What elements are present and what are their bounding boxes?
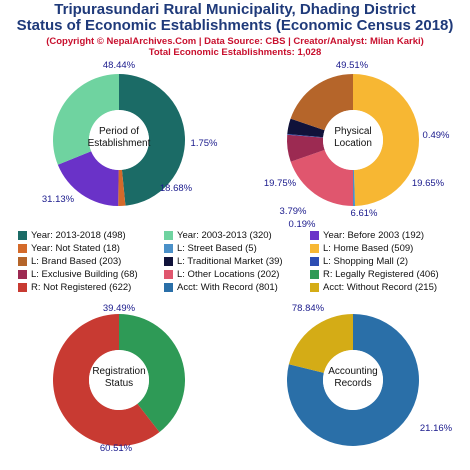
legend-swatch: [310, 257, 319, 266]
legend-label: L: Home Based (509): [323, 243, 414, 254]
legend-swatch: [18, 283, 27, 292]
donut-hole: [323, 350, 383, 410]
legend-label: Acct: Without Record (215): [323, 282, 438, 293]
legend-swatch: [18, 257, 27, 266]
donut-center-label: Physical: [334, 126, 371, 137]
donut-hole: [323, 110, 383, 170]
legend-label: L: Exclusive Building (68): [31, 269, 138, 280]
donut-center-label: Status: [105, 378, 133, 389]
legend-label: L: Shopping Mall (2): [323, 256, 409, 267]
donut-slice: [53, 74, 119, 165]
slice-percent-label: 48.44%: [103, 60, 136, 71]
slice-percent-label: 3.79%: [280, 206, 307, 217]
slice-percent-label: 60.51%: [100, 443, 133, 454]
slice-percent-label: 19.75%: [264, 178, 297, 189]
slice-percent-label: 19.65%: [412, 178, 445, 189]
copyright-line: (Copyright © NepalArchives.Com | Data So…: [46, 36, 424, 47]
slice-percent-label: 78.84%: [292, 303, 325, 314]
donut-slice: [287, 314, 420, 447]
legend-label: Year: Not Stated (18): [31, 243, 120, 254]
slice-percent-label: 49.51%: [336, 60, 369, 71]
donut-slice: [290, 74, 353, 131]
donut-center-label: Registration: [92, 366, 145, 377]
donut-slice: [118, 169, 126, 207]
donut-slice: [286, 134, 325, 162]
legend-label: R: Not Registered (622): [31, 282, 132, 293]
total-establishments: Total Economic Establishments: 1,028: [148, 47, 322, 58]
donut-hole: [89, 350, 149, 410]
donut-center-label: Location: [334, 138, 372, 149]
slice-percent-label: 31.13%: [42, 194, 75, 205]
donut-center-label: Records: [334, 378, 371, 389]
legend-label: L: Other Locations (202): [177, 269, 280, 280]
donut-slice: [119, 314, 186, 433]
chart-title-line2: Status of Economic Establishments (Econo…: [16, 17, 454, 34]
legend-swatch: [18, 231, 27, 240]
slice-percent-label: 0.19%: [289, 219, 316, 230]
legend-label: Year: 2003-2013 (320): [177, 230, 272, 241]
slice-percent-label: 39.49%: [103, 303, 136, 314]
legend-label: Year: 2013-2018 (498): [31, 230, 126, 241]
donut-slice: [53, 314, 160, 447]
legend-swatch: [164, 231, 173, 240]
donut-slice: [57, 151, 119, 206]
slice-percent-label: 6.61%: [351, 208, 378, 219]
donut-center-label: Accounting: [328, 366, 377, 377]
legend-label: R: Legally Registered (406): [323, 269, 439, 280]
slice-percent-label: 18.68%: [160, 183, 193, 194]
legend-label: Year: Before 2003 (192): [323, 230, 425, 241]
legend-swatch: [164, 244, 173, 253]
legend-swatch: [310, 270, 319, 279]
legend-swatch: [164, 270, 173, 279]
legend-swatch: [164, 257, 173, 266]
legend-swatch: [310, 244, 319, 253]
donut-slice: [287, 133, 324, 138]
legend-swatch: [18, 270, 27, 279]
donut-hole: [89, 110, 149, 170]
donut-center-label: Establishment: [88, 138, 151, 149]
donut-slice: [119, 74, 186, 206]
legend-swatch: [18, 244, 27, 253]
donut-slice: [288, 314, 353, 373]
chart-title-line1: Tripurasundari Rural Municipality, Dhadi…: [54, 1, 416, 18]
donut-slice: [353, 169, 356, 206]
legend-label: Acct: With Record (801): [177, 282, 278, 293]
donut-center-label: Period of: [99, 126, 139, 137]
legend-label: L: Brand Based (203): [31, 256, 122, 267]
legend-swatch: [164, 283, 173, 292]
donut-slice: [290, 149, 353, 206]
donut-slice: [287, 118, 325, 138]
slice-percent-label: 21.16%: [420, 423, 453, 434]
legend-swatch: [310, 231, 319, 240]
slice-percent-label: 1.75%: [191, 138, 218, 149]
legend-swatch: [310, 283, 319, 292]
legend-label: L: Street Based (5): [177, 243, 257, 254]
legend-label: L: Traditional Market (39): [177, 256, 283, 267]
slice-percent-label: 0.49%: [423, 130, 450, 141]
donut-slice: [353, 74, 419, 206]
